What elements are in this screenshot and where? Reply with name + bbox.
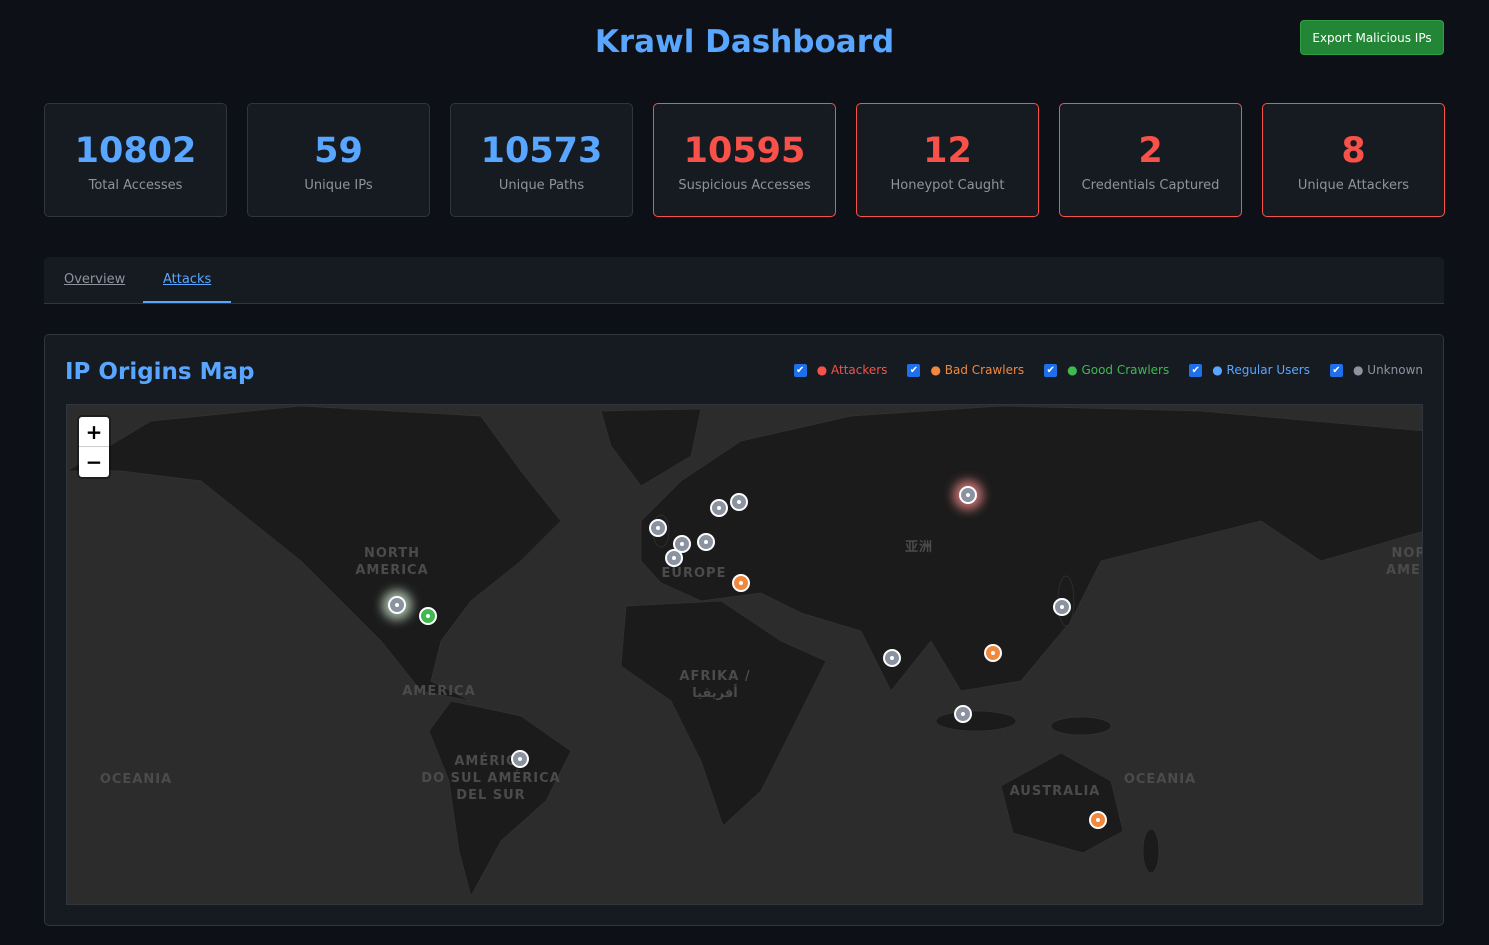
map-marker-unknown[interactable] bbox=[959, 486, 977, 504]
checkbox-bad-crawlers[interactable]: ✔ bbox=[907, 363, 921, 377]
ip-origins-panel: IP Origins Map ✔ ● Attackers ✔ ● Bad Crawl… bbox=[44, 334, 1444, 926]
map-marker-bad[interactable] bbox=[1089, 811, 1107, 829]
stat-value: 12 bbox=[923, 131, 972, 171]
land-north-america bbox=[67, 405, 562, 702]
map-legend: ✔ ● Attackers ✔ ● Bad Crawlers ✔ ● Good Cra… bbox=[793, 363, 1423, 377]
map-label-asia: 亚洲 bbox=[904, 540, 934, 555]
stat-label: Unique IPs bbox=[304, 178, 373, 193]
tab-attacks[interactable]: Attacks bbox=[143, 257, 232, 303]
map-marker-unknown[interactable] bbox=[511, 750, 529, 768]
map-marker-unknown[interactable] bbox=[954, 705, 972, 723]
stat-value: 59 bbox=[314, 131, 363, 171]
map-marker-unknown[interactable] bbox=[730, 493, 748, 511]
export-malicious-ips-button[interactable]: Export Malicious IPs bbox=[1300, 20, 1444, 55]
stat-value: 10573 bbox=[480, 131, 603, 171]
map-label-australia: AUSTRALIA bbox=[1009, 784, 1101, 799]
stat-card-unique-attackers: 8 Unique Attackers bbox=[1262, 103, 1445, 217]
legend-good-crawlers-label: ● Good Crawlers bbox=[1067, 363, 1170, 377]
stat-label: Unique Attackers bbox=[1297, 178, 1410, 193]
legend-bad-crawlers-label: ● Bad Crawlers bbox=[930, 363, 1025, 377]
stats-row: 10802 Total Accesses 59 Unique IPs 10573 Un… bbox=[44, 103, 1445, 217]
stat-label: Honeypot Caught bbox=[890, 178, 1005, 193]
stat-card-unique-ips: 59 Unique IPs bbox=[247, 103, 430, 217]
legend-good-crawlers[interactable]: ✔ ● Good Crawlers bbox=[1044, 363, 1169, 377]
stat-card-suspicious-accesses: 10595 Suspicious Accesses bbox=[653, 103, 836, 217]
tab-bar: Overview Attacks bbox=[44, 257, 1444, 304]
legend-regular-users[interactable]: ✔ ● Regular Users bbox=[1189, 363, 1310, 377]
continents bbox=[67, 405, 1422, 897]
map-label-africa: AFRIKA / أفريقيا bbox=[679, 669, 751, 701]
land-new-guinea bbox=[1050, 716, 1112, 736]
map-label-north-america: NORTH AMERICA bbox=[355, 546, 429, 578]
map-marker-bad[interactable] bbox=[984, 644, 1002, 662]
stat-label: Suspicious Accesses bbox=[678, 178, 811, 193]
stat-card-unique-paths: 10573 Unique Paths bbox=[450, 103, 633, 217]
map-label-america: AMERICA bbox=[402, 684, 476, 699]
map-label-oceania-west: OCEANIA bbox=[99, 772, 173, 787]
legend-text: Regular Users bbox=[1226, 363, 1310, 377]
stat-label: Credentials Captured bbox=[1081, 178, 1220, 193]
land-indonesia bbox=[935, 710, 1017, 732]
legend-regular-users-label: ● Regular Users bbox=[1212, 363, 1310, 377]
legend-unknown[interactable]: ✔ ● Unknown bbox=[1329, 363, 1423, 377]
stat-value: 2 bbox=[1138, 131, 1163, 171]
stat-value: 10802 bbox=[74, 131, 197, 171]
legend-attackers[interactable]: ✔ ● Attackers bbox=[793, 363, 888, 377]
map-marker-unknown[interactable] bbox=[673, 535, 691, 553]
stat-label: Total Accesses bbox=[88, 178, 183, 193]
legend-attackers-label: ● Attackers bbox=[816, 363, 888, 377]
zoom-out-button[interactable]: − bbox=[85, 450, 103, 474]
map-marker-good[interactable] bbox=[419, 607, 437, 625]
land-australia bbox=[1000, 752, 1124, 854]
stat-card-honeypot-caught: 12 Honeypot Caught bbox=[856, 103, 1039, 217]
map-marker-unknown[interactable] bbox=[665, 549, 683, 567]
map-title: IP Origins Map bbox=[65, 359, 255, 385]
stat-value: 8 bbox=[1341, 131, 1366, 171]
land-africa bbox=[620, 600, 827, 827]
land-new-zealand bbox=[1142, 828, 1160, 874]
map-marker-unknown[interactable] bbox=[1053, 598, 1071, 616]
map-marker-bad[interactable] bbox=[732, 574, 750, 592]
map-marker-unknown[interactable] bbox=[697, 533, 715, 551]
stat-label: Unique Paths bbox=[498, 178, 585, 193]
legend-bad-crawlers[interactable]: ✔ ● Bad Crawlers bbox=[907, 363, 1024, 377]
legend-text: Attackers bbox=[830, 363, 888, 377]
zoom-in-button[interactable]: + bbox=[79, 417, 109, 447]
land-south-america bbox=[428, 700, 572, 897]
legend-text: Unknown bbox=[1367, 363, 1423, 377]
checkbox-attackers[interactable]: ✔ bbox=[793, 363, 807, 377]
zoom-control: + − bbox=[79, 417, 109, 477]
map-label-north-america-east: NORAMER bbox=[1386, 546, 1423, 578]
map-marker-unknown[interactable] bbox=[883, 649, 901, 667]
map-marker-unknown[interactable] bbox=[649, 519, 667, 537]
stat-card-total-accesses: 10802 Total Accesses bbox=[44, 103, 227, 217]
checkbox-unknown[interactable]: ✔ bbox=[1329, 363, 1343, 377]
land-greenland bbox=[600, 408, 702, 487]
page-title: Krawl Dashboard bbox=[594, 24, 895, 60]
map-label-europe: EUROPE bbox=[661, 566, 727, 581]
map-marker-unknown[interactable] bbox=[710, 499, 728, 517]
world-map[interactable]: NORTH AMERICA EUROPE 亚洲 AFRIKA / أفريقيا A… bbox=[66, 404, 1423, 905]
checkbox-regular-users[interactable]: ✔ bbox=[1189, 363, 1203, 377]
map-label-oceania-east: OCEANIA bbox=[1123, 772, 1197, 787]
stat-value: 10595 bbox=[683, 131, 806, 171]
tab-overview[interactable]: Overview bbox=[64, 272, 126, 287]
map-label-south-america: AMÉRICA DO SUL AMÉRICA DEL SUR bbox=[421, 754, 561, 803]
legend-text: Good Crawlers bbox=[1081, 363, 1170, 377]
legend-text: Bad Crawlers bbox=[944, 363, 1025, 377]
legend-unknown-label: ● Unknown bbox=[1352, 363, 1423, 377]
stat-card-credentials-captured: 2 Credentials Captured bbox=[1059, 103, 1242, 217]
checkbox-good-crawlers[interactable]: ✔ bbox=[1044, 363, 1058, 377]
map-marker-unknown[interactable] bbox=[388, 596, 406, 614]
